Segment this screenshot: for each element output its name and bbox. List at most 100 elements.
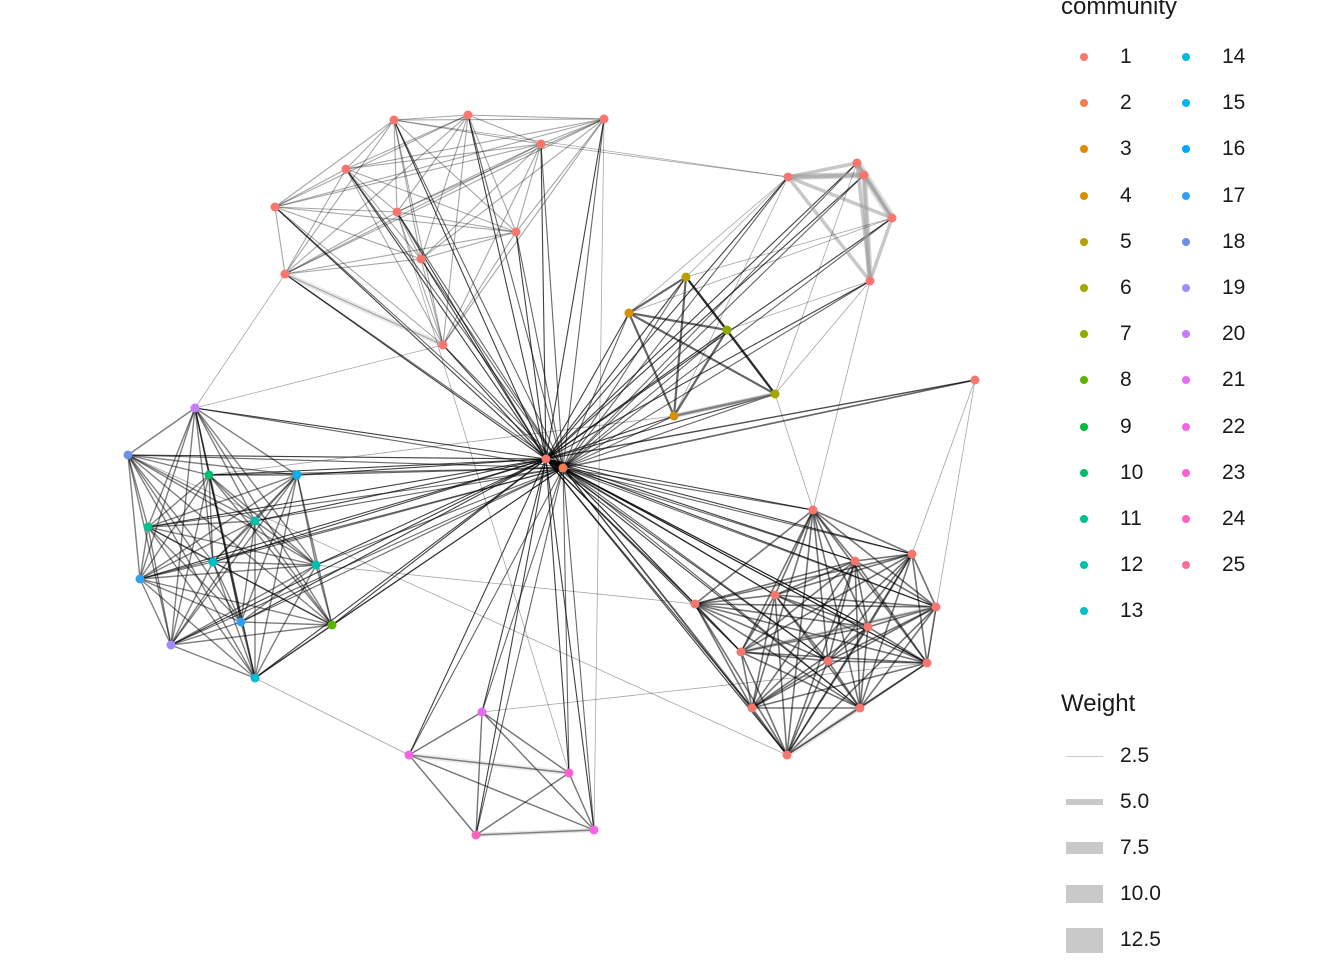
network-nodes (123, 110, 980, 840)
network-edge (467, 114, 547, 460)
network-node (564, 768, 574, 778)
network-edge (545, 458, 913, 555)
network-edge (127, 454, 788, 756)
network-edge (827, 626, 869, 662)
network-edge (475, 772, 570, 836)
network-node (669, 411, 679, 421)
network-edge (827, 560, 856, 662)
network-node (166, 640, 176, 650)
network-edge (396, 118, 605, 213)
network-node (477, 707, 487, 717)
network-edge (725, 328, 777, 396)
network-node (722, 325, 732, 335)
network-edge (562, 415, 675, 469)
weight-legend-title: Weight (1061, 690, 1136, 717)
community-swatch-18 (1182, 237, 1190, 246)
network-edge (194, 407, 214, 563)
network-edge (284, 273, 564, 469)
network-edge (274, 206, 398, 213)
network-edge (408, 458, 547, 756)
network-edge (442, 114, 469, 346)
network-edge (854, 560, 869, 628)
network-edge (240, 474, 298, 623)
community-swatch-10 (1080, 468, 1088, 477)
network-edge (212, 561, 242, 623)
network-edge (147, 526, 172, 646)
network-edge (345, 168, 547, 460)
network-node (783, 172, 793, 182)
network-edge (475, 467, 564, 836)
community-label-12: 12 (1120, 553, 1144, 577)
network-edge (393, 119, 517, 233)
network-edge (420, 231, 517, 260)
network-edge (139, 526, 149, 580)
network-edge (127, 454, 256, 522)
network-edge (545, 458, 861, 709)
network-edge (139, 474, 210, 580)
network-edge (545, 393, 776, 460)
network-edge (562, 467, 570, 774)
network-edge (284, 168, 347, 275)
network-node (280, 269, 290, 279)
community-label-20: 20 (1222, 322, 1246, 346)
network-edge (481, 467, 564, 713)
network-edge (867, 626, 928, 664)
community-label-17: 17 (1222, 183, 1246, 207)
network-edge (786, 175, 872, 283)
network-edge (812, 509, 928, 664)
weight-swatch-7.5 (1066, 842, 1103, 854)
community-label-3: 3 (1120, 137, 1132, 161)
network-edge (274, 119, 395, 208)
network-edge (396, 143, 542, 213)
community-swatch-13 (1080, 607, 1088, 616)
network-edge (396, 114, 469, 213)
network-edge (774, 393, 814, 511)
network-edge (774, 594, 869, 628)
network-edge (408, 467, 564, 756)
network-edge (284, 231, 517, 275)
network-node (558, 463, 568, 473)
community-swatch-20 (1182, 330, 1190, 339)
network-edge (442, 143, 542, 346)
network-edge (545, 118, 605, 460)
community-label-8: 8 (1120, 368, 1132, 392)
network-edge (627, 311, 777, 396)
community-label-4: 4 (1120, 183, 1132, 207)
community-swatch-14 (1182, 53, 1190, 61)
network-edge (515, 118, 605, 233)
network-edge (127, 454, 298, 476)
weight-label-2.5: 2.5 (1120, 744, 1150, 767)
network-edge (812, 509, 869, 628)
network-edge (194, 407, 333, 626)
network-edge (740, 594, 776, 653)
network-edge (740, 626, 869, 653)
network-edge (854, 560, 937, 608)
network-edge (194, 273, 286, 409)
network-edge (170, 564, 317, 646)
network-edge (442, 118, 605, 346)
network-edge (545, 458, 814, 511)
network-edge (274, 206, 286, 275)
network-edge (911, 553, 928, 664)
network-edge (672, 328, 729, 418)
network-edge (331, 458, 547, 626)
network-edge (254, 458, 547, 679)
network-edge (208, 474, 256, 679)
network-edge (751, 660, 829, 709)
network-edge (740, 651, 753, 709)
community-swatch-6 (1080, 284, 1088, 292)
network-edge (694, 603, 742, 653)
community-label-18: 18 (1222, 229, 1246, 253)
network-edge (147, 458, 547, 528)
network-node (190, 403, 200, 413)
network-edge (562, 280, 871, 469)
network-edge (147, 526, 256, 679)
network-edge (240, 458, 547, 623)
network-edge (396, 211, 547, 460)
community-label-22: 22 (1222, 414, 1246, 438)
weight-swatch-10.0 (1066, 885, 1103, 903)
network-node (463, 110, 473, 120)
network-node (208, 557, 218, 567)
network-edge (194, 407, 564, 469)
network-edge (785, 172, 867, 180)
